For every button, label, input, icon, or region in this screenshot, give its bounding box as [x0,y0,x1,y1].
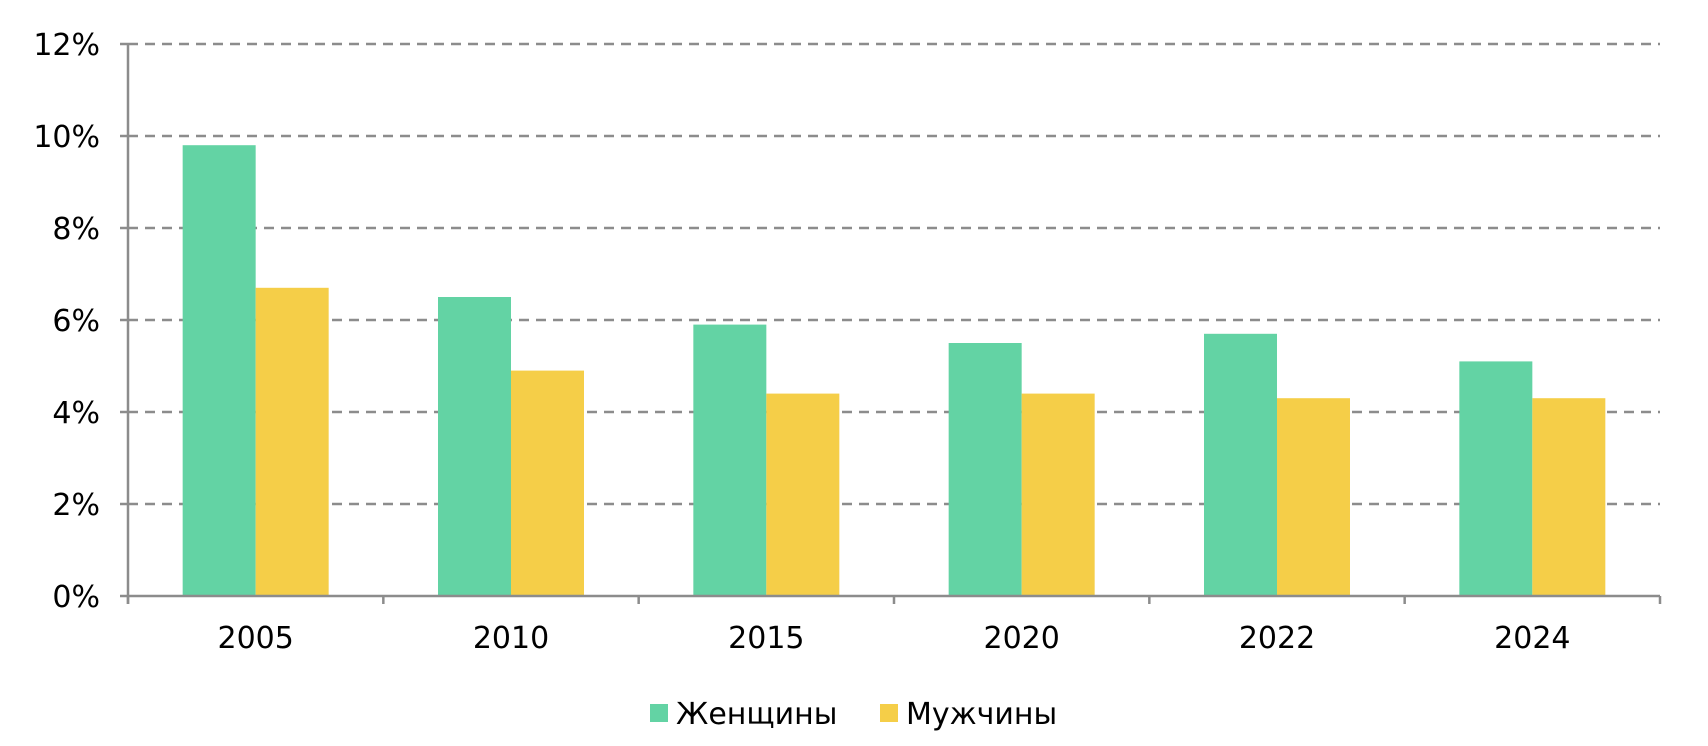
bar-men-2005 [255,287,329,596]
axes [126,44,1662,604]
bar-women-2020 [948,343,1022,596]
bar-women-2022 [1204,333,1277,596]
x-tick-label-2020: 2020 [983,621,1059,656]
bar-women-2005 [182,145,256,596]
y-tick-label: 6% [52,304,100,339]
bar-men-2010 [511,370,584,596]
bar-men-2022 [1277,398,1350,596]
x-tick-label-2024: 2024 [1494,621,1570,656]
y-tick-label: 0% [52,580,100,615]
legend: Женщины Мужчины [650,697,1057,732]
x-tick-label-2005: 2005 [217,621,293,656]
bar-women-2024 [1459,361,1533,596]
y-tick-label: 12% [33,28,100,63]
y-tick-label: 8% [52,212,100,247]
bar-women-2015 [693,324,767,596]
legend-label-men: Мужчины [906,697,1057,732]
bar-men-2020 [1021,393,1095,596]
bar-men-2015 [766,393,840,596]
legend-swatch-women [650,704,668,722]
x-tick-label-2022: 2022 [1239,621,1315,656]
y-axis-ticks: 0% 2% 4% 6% 8% 10% 12% [33,28,128,615]
bar-women-2010 [438,297,511,596]
y-tick-label: 4% [52,396,100,431]
x-tick-label-2010: 2010 [473,621,549,656]
legend-label-women: Женщины [676,697,837,732]
y-tick-label: 10% [33,120,100,155]
y-tick-label: 2% [52,488,100,523]
x-tick-label-2015: 2015 [728,621,804,656]
legend-swatch-men [880,704,898,722]
x-axis-ticks: 2005 2010 2015 2020 2022 2024 [217,621,1570,656]
grid-lines [128,42,1660,506]
bars [182,145,1606,596]
bar-men-2024 [1532,398,1606,596]
